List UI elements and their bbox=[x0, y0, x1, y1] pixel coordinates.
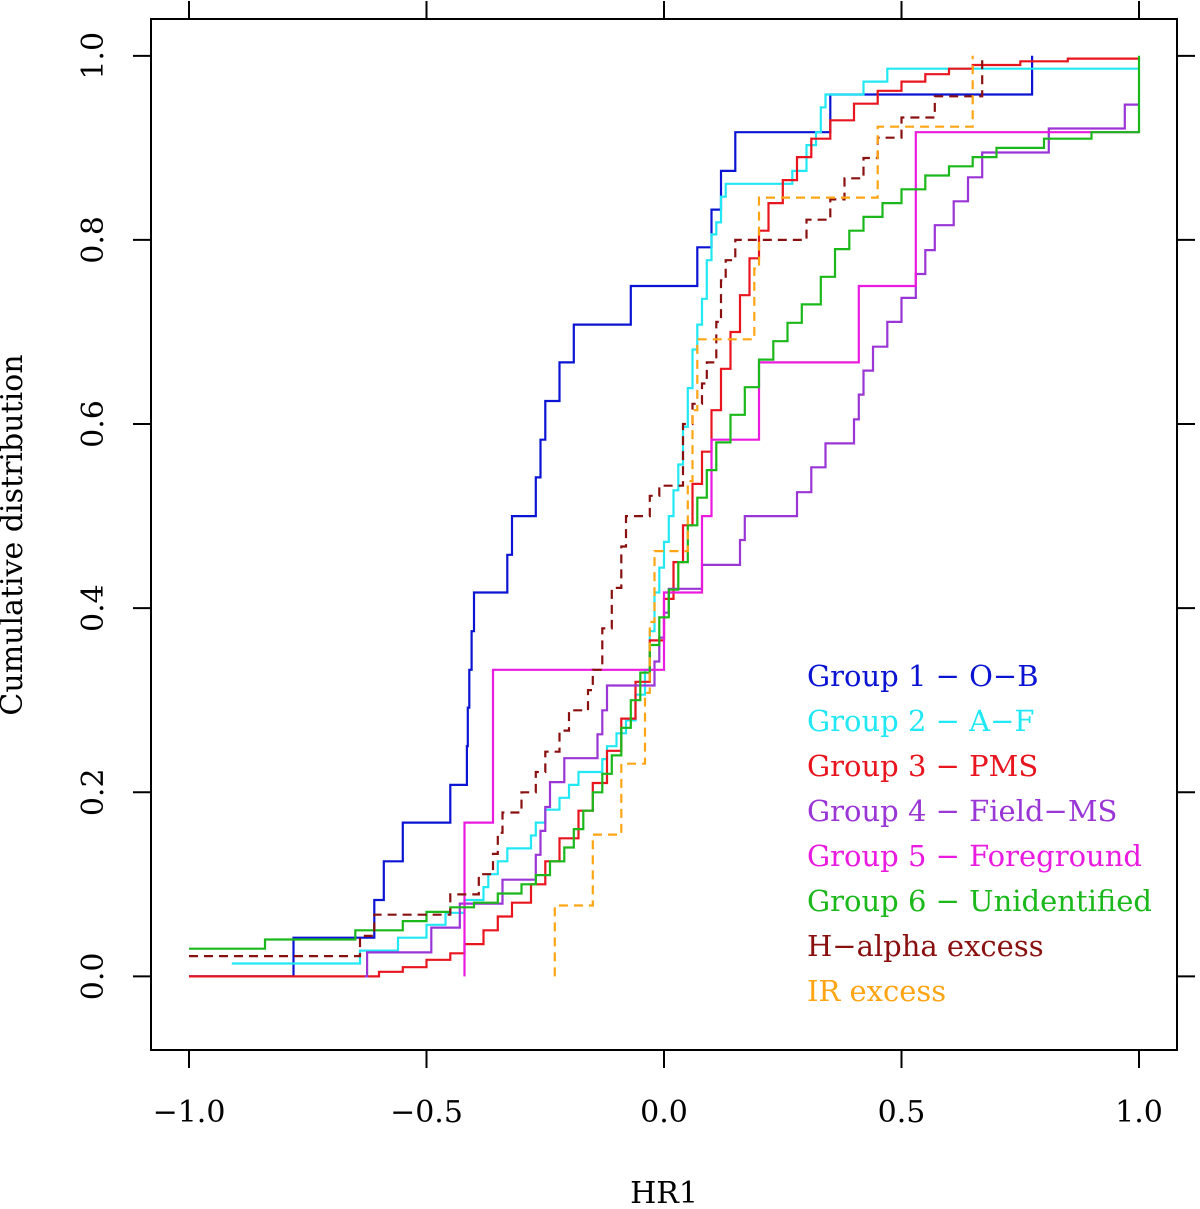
series-line-4 bbox=[364, 103, 1139, 978]
y-axis-label: Cumulative distribution bbox=[0, 354, 30, 715]
series-line-8 bbox=[553, 55, 974, 977]
x-tick-label-1: −0.5 bbox=[390, 1095, 463, 1130]
legend-entry-1: Group 1 − O−B bbox=[807, 659, 1039, 693]
series-line-5 bbox=[463, 131, 1139, 977]
y-tick-label-2: 0.4 bbox=[76, 584, 111, 632]
legend-entry-5: Group 5 − Foreground bbox=[807, 839, 1142, 873]
x-tick-label-3: 0.5 bbox=[878, 1095, 926, 1130]
series-line-6 bbox=[189, 55, 1141, 950]
legend-entry-8: IR excess bbox=[807, 974, 946, 1008]
y-tick-label-3: 0.6 bbox=[76, 400, 111, 448]
legend-entry-3: Group 3 − PMS bbox=[807, 749, 1038, 783]
y-tick-label-5: 1.0 bbox=[76, 32, 111, 80]
axis-layer: −1.0 −0.5 0.0 0.5 1.0 0.0 0.2 0.4 0.6 0.8 1.0 bbox=[76, 1, 1195, 1130]
x-axis-label: HR1 bbox=[630, 1176, 698, 1205]
legend-entry-4: Group 4 − Field−MS bbox=[807, 794, 1117, 828]
y-tick-label-1: 0.2 bbox=[76, 768, 111, 816]
series-layer bbox=[189, 55, 1141, 978]
x-tick-label-2: 0.0 bbox=[640, 1095, 688, 1130]
x-tick-label-0: −1.0 bbox=[153, 1095, 226, 1130]
y-tick-label-0: 0.0 bbox=[76, 953, 111, 1001]
legend-entry-2: Group 2 − A−F bbox=[807, 704, 1035, 738]
series-line-7 bbox=[189, 55, 984, 958]
legend-entry-7: H−alpha excess bbox=[807, 929, 1044, 963]
x-tick-label-4: 1.0 bbox=[1115, 1095, 1163, 1130]
y-tick-label-4: 0.8 bbox=[76, 216, 111, 264]
series-line-1 bbox=[189, 55, 1034, 978]
series-line-2 bbox=[231, 67, 1139, 965]
legend-entry-6: Group 6 − Unidentified bbox=[807, 884, 1152, 918]
legend: Group 1 − O−B Group 2 − A−F Group 3 − PMS G… bbox=[807, 659, 1152, 1008]
series-line-3 bbox=[189, 57, 1141, 978]
